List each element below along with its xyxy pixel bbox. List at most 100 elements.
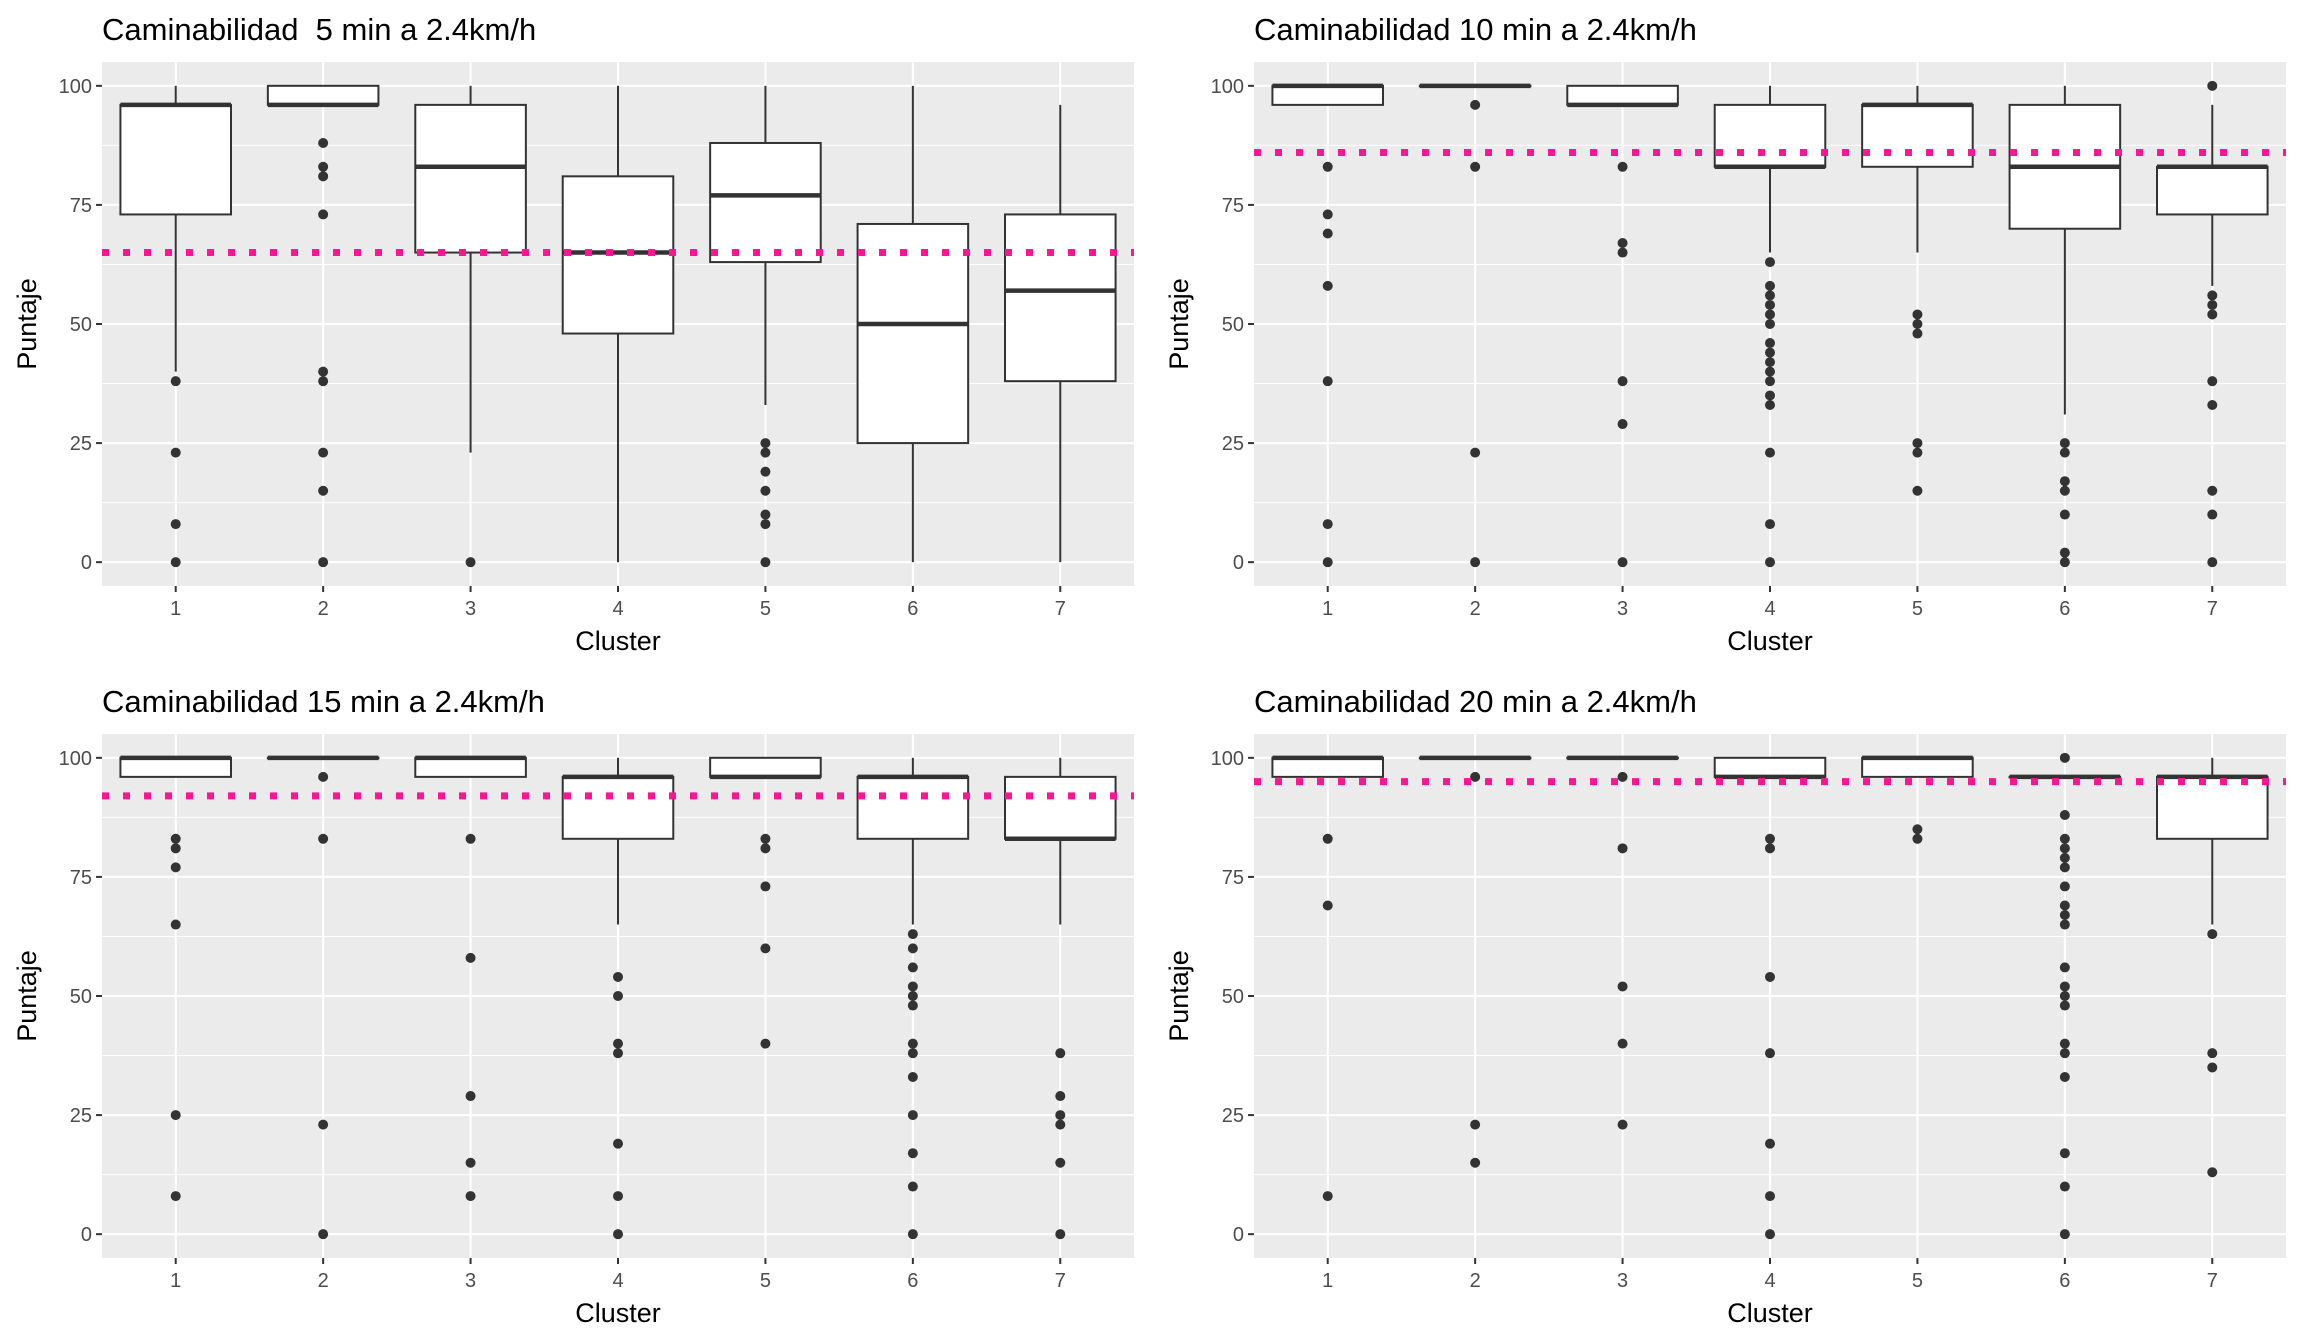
- x-tick-label: 7: [1055, 598, 1066, 620]
- outlier-point: [2059, 547, 2070, 558]
- x-tick-label: 1: [170, 598, 181, 620]
- boxplot-svg: 0 25 50 75 100 1 2 3 4 5 6 7 Cluster Puntaje: [1164, 62, 2286, 656]
- y-tick-label: 100: [1211, 76, 1244, 98]
- outlier-point: [2059, 981, 2070, 992]
- outlier-point: [2059, 438, 2070, 449]
- y-tick-label: 50: [1222, 314, 1244, 336]
- outlier-point: [2207, 376, 2218, 387]
- panel-title: Caminabilidad 10 min a 2.4km/h: [1254, 12, 1697, 47]
- outlier-point: [1765, 309, 1775, 320]
- outlier-point: [1765, 843, 1775, 854]
- box-group: [561, 757, 675, 1240]
- box: [709, 141, 822, 264]
- outlier-point: [1617, 419, 1628, 430]
- outlier-point: [1617, 1119, 1628, 1130]
- outlier-point: [1765, 1191, 1775, 1202]
- outlier-point: [1322, 519, 1333, 530]
- x-axis-title: Cluster: [575, 626, 661, 656]
- x-tick-label: 2: [318, 598, 329, 620]
- x-tick-label: 4: [612, 598, 623, 620]
- outlier-point: [907, 1181, 918, 1192]
- x-tick-label: 6: [907, 598, 918, 620]
- outlier-point: [2059, 843, 2070, 854]
- outlier-point: [1322, 1191, 1333, 1202]
- outlier-point: [760, 519, 771, 530]
- panel-10min: Caminabilidad 10 min a 2.4km/h 0 25 50 75 10…: [1152, 0, 2304, 672]
- outlier-point: [1470, 99, 1481, 110]
- outlier-point: [465, 1157, 476, 1168]
- box-group: [1271, 755, 1384, 1202]
- outlier-point: [1617, 771, 1628, 782]
- outlier-point: [1470, 161, 1481, 172]
- outlier-point: [2059, 852, 2070, 863]
- outlier-point: [1055, 1110, 1066, 1121]
- box: [1004, 775, 1117, 840]
- outlier-point: [2207, 1167, 2218, 1178]
- outlier-point: [1912, 309, 1923, 320]
- outlier-point: [1322, 280, 1333, 291]
- box-group: [266, 84, 380, 568]
- outlier-point: [2059, 1000, 2070, 1011]
- box-group: [1004, 757, 1117, 1240]
- x-tick-label: 2: [1470, 598, 1481, 620]
- outlier-point: [465, 833, 476, 844]
- outlier-point: [318, 209, 329, 220]
- outlier-point: [318, 485, 329, 496]
- box-group: [1271, 83, 1384, 568]
- outlier-point: [760, 833, 771, 844]
- outlier-point: [1322, 376, 1333, 387]
- outlier-point: [613, 1191, 623, 1202]
- outlier-point: [1912, 319, 1923, 329]
- outlier-point: [318, 171, 329, 182]
- panel-20min: Caminabilidad 20 min a 2.4km/h 0 25 50 75 10…: [1152, 672, 2304, 1344]
- box-group: [1713, 85, 1827, 568]
- outlier-point: [2059, 900, 2070, 911]
- box: [1271, 84, 1384, 106]
- panel-15min: Caminabilidad 15 min a 2.4km/h 0 25 50 75 10…: [0, 672, 1152, 1344]
- y-tick-label: 100: [1211, 748, 1244, 770]
- outlier-point: [907, 981, 918, 992]
- x-tick-label: 6: [907, 1270, 918, 1292]
- outlier-point: [170, 862, 181, 873]
- outlier-point: [1912, 438, 1923, 449]
- outlier-point: [613, 1048, 623, 1059]
- outlier-point: [1055, 1091, 1066, 1102]
- x-tick-label: 3: [465, 598, 476, 620]
- outlier-point: [1765, 1048, 1775, 1059]
- panel-title: Caminabilidad 5 min a 2.4km/h: [102, 12, 537, 47]
- outlier-point: [1470, 1119, 1481, 1130]
- y-tick-label: 50: [70, 314, 92, 336]
- outlier-point: [2207, 80, 2218, 91]
- x-tick-label: 5: [1912, 1270, 1923, 1292]
- outlier-point: [613, 1038, 623, 1049]
- outlier-point: [465, 1091, 476, 1102]
- outlier-point: [318, 447, 329, 458]
- y-tick-label: 75: [70, 195, 92, 217]
- outlier-point: [1617, 1038, 1628, 1049]
- y-axis-title: Puntaje: [1164, 950, 1194, 1042]
- x-tick-label: 1: [1322, 598, 1333, 620]
- x-axis-title: Cluster: [575, 1298, 661, 1328]
- outlier-point: [1617, 981, 1628, 992]
- outlier-point: [760, 447, 771, 458]
- outlier-point: [760, 438, 771, 449]
- panel-5min: Caminabilidad 5 min a 2.4km/h 0 25 50 75 100…: [0, 0, 1152, 672]
- y-tick-label: 100: [59, 748, 92, 770]
- outlier-point: [1765, 376, 1775, 387]
- outlier-point: [760, 466, 771, 477]
- outlier-point: [1322, 228, 1333, 239]
- outlier-point: [2207, 557, 2218, 568]
- box-group: [266, 755, 380, 1240]
- outlier-point: [1470, 1157, 1481, 1168]
- outlier-point: [760, 943, 771, 954]
- outlier-point: [2059, 509, 2070, 520]
- outlier-point: [1055, 1119, 1066, 1130]
- outlier-point: [2059, 881, 2070, 892]
- outlier-point: [2207, 1062, 2218, 1073]
- outlier-point: [2207, 509, 2218, 520]
- box-group: [1861, 755, 1974, 844]
- outlier-point: [318, 137, 329, 148]
- outlier-point: [465, 1191, 476, 1202]
- outlier-point: [1912, 824, 1923, 835]
